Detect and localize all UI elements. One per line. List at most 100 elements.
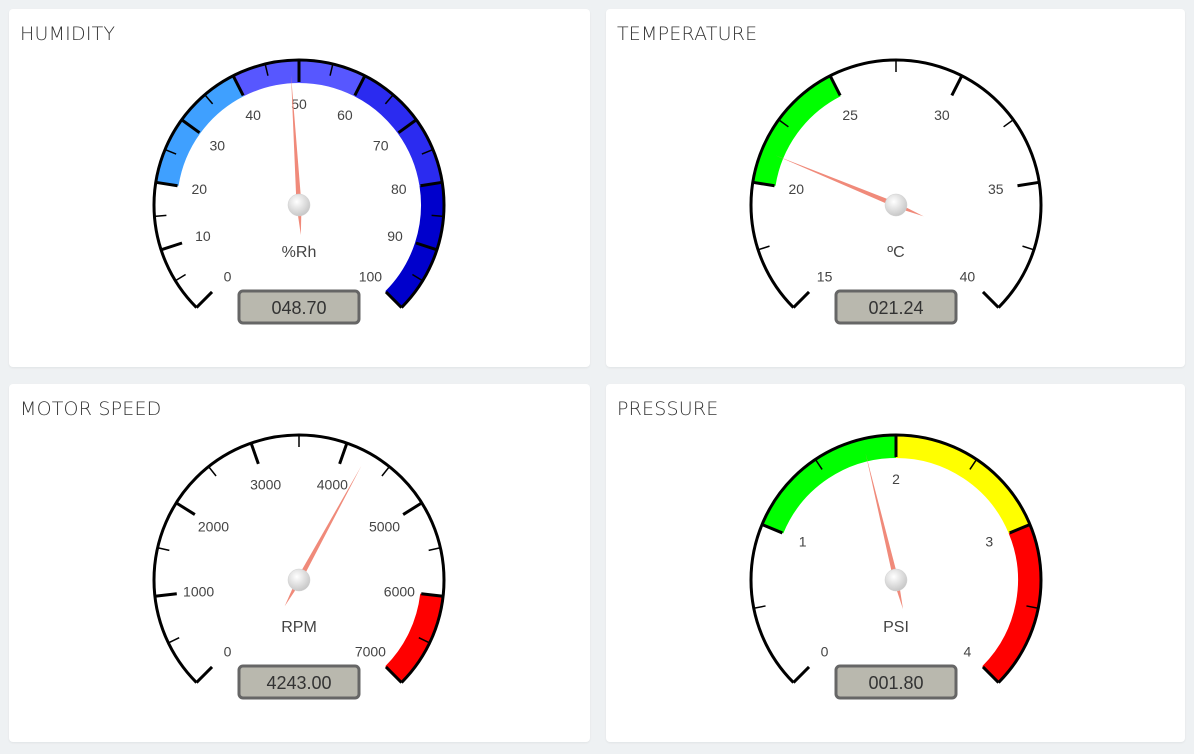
tick-label: 2000 <box>198 518 229 534</box>
tick-label: 10 <box>195 228 211 244</box>
tick-label: 15 <box>817 268 833 284</box>
major-tick <box>761 523 783 535</box>
tick-label: 20 <box>788 181 804 197</box>
minor-tick <box>814 459 823 470</box>
motor-speed-gauge: 0 1000 2000 3000 4000 5000 6000 7000 RPM 4243.00 <box>152 433 446 700</box>
major-tick <box>180 118 201 134</box>
value-readout: 4243.00 <box>266 673 331 693</box>
minor-tick <box>1003 119 1014 128</box>
major-tick <box>353 75 367 97</box>
minor-tick <box>757 245 770 251</box>
color-band <box>752 75 841 187</box>
major-tick <box>828 75 842 97</box>
major-tick <box>1009 523 1031 535</box>
pressure-gauge: 0 1 2 3 4 PSI 001.80 <box>749 433 1043 700</box>
tick-label: 90 <box>387 228 403 244</box>
minor-tick <box>418 637 430 644</box>
major-tick <box>981 290 1000 309</box>
tick-label: 35 <box>988 181 1004 197</box>
major-tick <box>402 501 423 516</box>
tick-label: 2 <box>892 471 900 487</box>
minor-tick <box>1022 245 1035 251</box>
color-band <box>762 435 897 534</box>
major-tick <box>792 290 811 309</box>
unit-label: RPM <box>281 619 317 636</box>
tick-label: 7000 <box>355 643 386 659</box>
unit-label: %Rh <box>282 244 317 261</box>
tick-label: 40 <box>245 107 261 123</box>
tick-label: 0 <box>224 268 232 284</box>
tick-label: 1000 <box>183 583 214 599</box>
gauge-card-humidity: HUMIDITY 0 10 20 30 40 50 60 70 80 90 100 %Rh 048.70 <box>9 9 590 367</box>
value-display <box>237 289 361 325</box>
tick-label: 40 <box>960 268 976 284</box>
value-display <box>237 664 361 700</box>
minor-tick <box>174 273 186 282</box>
major-tick <box>415 241 438 252</box>
tick-label: 1 <box>799 533 807 549</box>
major-tick <box>155 180 178 188</box>
value-readout: 048.70 <box>271 298 326 318</box>
major-tick <box>421 592 444 598</box>
major-tick <box>231 75 245 97</box>
card-title: HUMIDITY <box>20 23 116 45</box>
value-display <box>834 664 958 700</box>
tick-label: 60 <box>337 107 353 123</box>
tick-label: 25 <box>842 107 858 123</box>
major-tick <box>420 180 443 188</box>
tick-label: 0 <box>224 643 232 659</box>
tick-label: 30 <box>210 138 226 154</box>
major-tick <box>195 665 214 684</box>
tick-label: 4000 <box>317 477 348 493</box>
minor-tick <box>428 547 441 552</box>
minor-tick <box>381 466 390 477</box>
value-display <box>834 289 958 325</box>
minor-tick <box>264 63 269 76</box>
major-tick <box>160 241 183 252</box>
major-tick <box>792 665 811 684</box>
major-tick <box>338 442 349 465</box>
major-tick <box>1017 180 1040 188</box>
humidity-gauge: 0 10 20 30 40 50 60 70 80 90 100 %Rh 048.70 <box>152 58 446 325</box>
gauge-card-temperature: TEMPERATURE 15 20 25 30 35 40 ºC 021.24 <box>606 9 1185 367</box>
color-band <box>155 75 244 187</box>
minor-tick <box>204 94 214 105</box>
tick-label: 3000 <box>250 477 281 493</box>
minor-tick <box>969 459 978 470</box>
needle-hub <box>287 193 311 217</box>
unit-label: PSI <box>883 619 909 636</box>
major-tick <box>384 290 403 309</box>
gauge-rim <box>152 433 446 684</box>
color-band <box>354 75 443 187</box>
major-tick <box>397 118 418 134</box>
minor-tick <box>208 466 217 477</box>
card-title: MOTOR SPEED <box>20 398 162 420</box>
major-tick <box>175 501 196 516</box>
tick-label: 70 <box>373 138 389 154</box>
minor-tick <box>421 148 434 155</box>
card-title: PRESSURE <box>617 398 719 420</box>
color-band <box>895 435 1030 534</box>
gauge-card-motor-speed: MOTOR SPEED 0 1000 2000 3000 4000 5000 6000 700… <box>9 384 590 742</box>
card-title: TEMPERATURE <box>617 23 758 45</box>
minor-tick <box>778 119 789 128</box>
major-tick <box>752 180 775 188</box>
tick-label: 100 <box>359 268 383 284</box>
major-tick <box>154 592 177 598</box>
major-tick <box>981 665 1000 684</box>
tick-label: 80 <box>391 181 407 197</box>
temperature-gauge: 15 20 25 30 35 40 ºC 021.24 <box>749 58 1043 325</box>
tick-label: 6000 <box>384 583 415 599</box>
value-readout: 021.24 <box>868 298 923 318</box>
tick-label: 5000 <box>369 518 400 534</box>
minor-tick <box>157 547 170 552</box>
tick-label: 50 <box>291 96 307 112</box>
tick-label: 30 <box>934 107 950 123</box>
major-tick <box>195 290 214 309</box>
minor-tick <box>753 605 766 610</box>
minor-tick <box>329 63 334 76</box>
tick-label: 4 <box>964 643 972 659</box>
minor-tick <box>164 148 177 155</box>
minor-tick <box>431 214 444 218</box>
needle-hub <box>287 568 311 592</box>
